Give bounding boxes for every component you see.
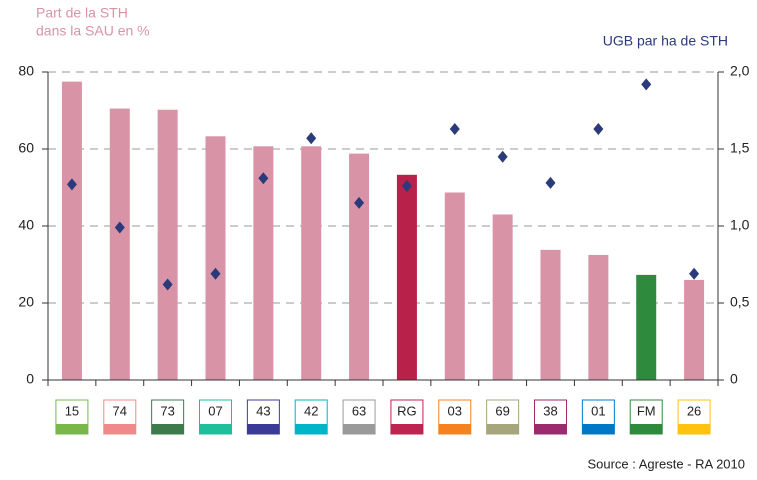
marker	[210, 267, 221, 280]
marker	[66, 178, 77, 191]
category-strip	[534, 424, 567, 434]
category-strip	[103, 424, 136, 434]
x-tick-label: 69	[495, 403, 509, 418]
marker	[689, 267, 700, 280]
category-strip	[486, 424, 519, 434]
marker	[114, 221, 125, 234]
y-tick-label: 80	[18, 63, 34, 79]
bar	[540, 249, 561, 380]
bar	[109, 108, 130, 380]
x-tick-label: 15	[65, 403, 79, 418]
bar	[205, 136, 226, 380]
x-tick-label: 43	[256, 403, 270, 418]
y-axis-title: dans la SAU en %	[36, 23, 150, 39]
category-strip	[630, 424, 663, 434]
y2-axis-title: UGB par ha de STH	[603, 33, 728, 49]
x-tick-label: 63	[352, 403, 366, 418]
marker	[545, 176, 556, 189]
bar	[492, 214, 513, 380]
x-tick-label: 73	[160, 403, 174, 418]
bar	[301, 146, 322, 380]
marker	[641, 78, 652, 91]
marker	[306, 132, 317, 145]
category-strip	[582, 424, 615, 434]
marker	[497, 150, 508, 163]
category-strip	[199, 424, 232, 434]
bar	[684, 279, 705, 380]
bar	[636, 274, 657, 380]
marker	[593, 122, 604, 135]
y-tick-label: 0	[26, 371, 34, 387]
x-tick-label: 26	[687, 403, 701, 418]
bar	[588, 254, 609, 380]
y2-tick-label: 0	[730, 371, 738, 387]
category-strip	[438, 424, 471, 434]
bar	[61, 81, 82, 380]
category-strip	[678, 424, 711, 434]
x-tick-label: 03	[448, 403, 462, 418]
category-strip	[343, 424, 376, 434]
category-strip	[390, 424, 423, 434]
marker	[162, 278, 173, 291]
x-tick-label: 38	[543, 403, 557, 418]
y-axis-title: Part de la STH	[36, 5, 128, 21]
bar	[253, 146, 274, 380]
x-tick-label: 74	[113, 403, 127, 418]
x-tick-label: 42	[304, 403, 318, 418]
bar	[444, 192, 465, 380]
y2-tick-label: 2,0	[730, 63, 750, 79]
marker	[449, 122, 460, 135]
x-tick-label: FM	[637, 403, 656, 418]
bar	[396, 174, 417, 380]
marker	[258, 172, 269, 185]
marker	[401, 179, 412, 192]
category-strip	[295, 424, 328, 434]
category-strip	[55, 424, 88, 434]
category-strip	[247, 424, 280, 434]
y2-tick-label: 1,5	[730, 140, 750, 156]
source: Source : Agreste - RA 2010	[587, 456, 745, 471]
marker	[354, 196, 365, 209]
y2-tick-label: 1,0	[730, 217, 750, 233]
category-strip	[151, 424, 184, 434]
bar	[157, 109, 178, 380]
y-tick-label: 60	[18, 140, 34, 156]
y2-tick-label: 0,5	[730, 294, 750, 310]
y-tick-label: 40	[18, 217, 34, 233]
y-tick-label: 20	[18, 294, 34, 310]
x-tick-label: 01	[591, 403, 605, 418]
x-tick-label: RG	[397, 403, 417, 418]
x-tick-label: 07	[208, 403, 222, 418]
bar	[349, 153, 370, 380]
